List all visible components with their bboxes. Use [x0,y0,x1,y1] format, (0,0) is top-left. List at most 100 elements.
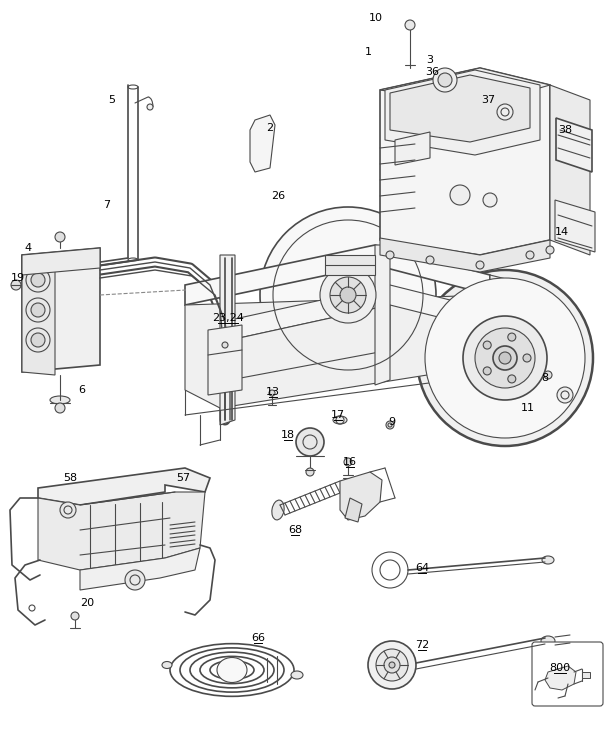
Circle shape [260,207,436,383]
Text: 5: 5 [109,95,115,105]
Bar [582,672,590,678]
Circle shape [147,104,153,110]
Circle shape [71,612,79,620]
Circle shape [425,278,585,438]
Polygon shape [185,295,490,408]
Text: 14: 14 [555,227,569,237]
Polygon shape [38,492,205,570]
Text: 11: 11 [521,403,535,413]
Text: 4: 4 [24,243,31,253]
Text: 18: 18 [281,430,295,440]
Text: 8: 8 [541,373,548,383]
Circle shape [475,328,535,388]
Circle shape [11,280,21,290]
Ellipse shape [272,500,284,520]
Circle shape [125,570,145,590]
Circle shape [55,232,65,242]
Text: 23,24: 23,24 [212,313,244,323]
Text: 1: 1 [364,47,371,57]
Polygon shape [208,325,242,395]
Polygon shape [390,75,530,142]
Polygon shape [250,115,275,172]
Polygon shape [380,238,550,272]
Circle shape [483,367,491,375]
Circle shape [31,303,45,317]
Circle shape [389,662,395,668]
Circle shape [330,277,366,313]
Polygon shape [380,68,550,255]
Text: 72: 72 [415,640,429,650]
Text: 26: 26 [271,191,285,201]
Circle shape [508,375,516,383]
Text: 36: 36 [425,67,439,77]
Circle shape [546,246,554,254]
Circle shape [222,342,228,348]
Circle shape [26,328,50,352]
Circle shape [340,287,356,303]
Polygon shape [185,245,490,305]
Circle shape [60,502,76,518]
Polygon shape [550,85,590,255]
FancyBboxPatch shape [532,642,603,706]
Text: 68: 68 [288,525,302,535]
Text: 13: 13 [266,387,280,397]
Circle shape [493,346,517,370]
Circle shape [306,468,314,476]
Polygon shape [375,245,390,385]
Circle shape [269,390,275,396]
Text: 7: 7 [103,200,111,210]
Circle shape [296,428,324,456]
Circle shape [476,261,484,269]
Polygon shape [230,285,490,340]
Circle shape [438,73,452,87]
Polygon shape [385,70,540,155]
Text: 6: 6 [79,385,86,395]
Text: 66: 66 [251,633,265,643]
Polygon shape [345,498,362,522]
Polygon shape [22,248,100,275]
Ellipse shape [217,657,247,682]
Polygon shape [325,255,375,275]
Polygon shape [22,255,55,375]
Ellipse shape [50,396,70,404]
Text: 37: 37 [481,95,495,105]
Text: 64: 64 [415,563,429,573]
Text: 9: 9 [388,417,396,427]
Circle shape [55,403,65,413]
Circle shape [405,20,415,30]
Text: 38: 38 [558,125,572,135]
Polygon shape [490,275,530,375]
Circle shape [26,268,50,292]
Polygon shape [80,548,200,590]
Circle shape [320,267,376,323]
Circle shape [31,333,45,347]
Circle shape [384,657,400,673]
Circle shape [26,298,50,322]
Text: 19: 19 [11,273,25,283]
Polygon shape [22,248,100,372]
Text: 10: 10 [369,13,383,23]
Text: 58: 58 [63,473,77,483]
Circle shape [508,333,516,341]
Circle shape [29,605,35,611]
Text: 800: 800 [550,663,571,673]
Circle shape [386,421,394,429]
Ellipse shape [291,671,303,679]
Circle shape [497,104,513,120]
Circle shape [433,68,457,92]
Polygon shape [220,255,235,425]
Polygon shape [545,666,576,690]
Text: 16: 16 [343,457,357,467]
Ellipse shape [541,636,555,646]
Text: 57: 57 [176,473,190,483]
Circle shape [426,256,434,264]
Circle shape [544,371,552,379]
Polygon shape [395,132,430,165]
Text: 17: 17 [331,410,345,420]
Ellipse shape [542,556,554,564]
Circle shape [557,387,573,403]
Circle shape [483,193,497,207]
Text: 20: 20 [80,598,94,608]
Polygon shape [340,472,382,520]
Circle shape [523,354,531,362]
